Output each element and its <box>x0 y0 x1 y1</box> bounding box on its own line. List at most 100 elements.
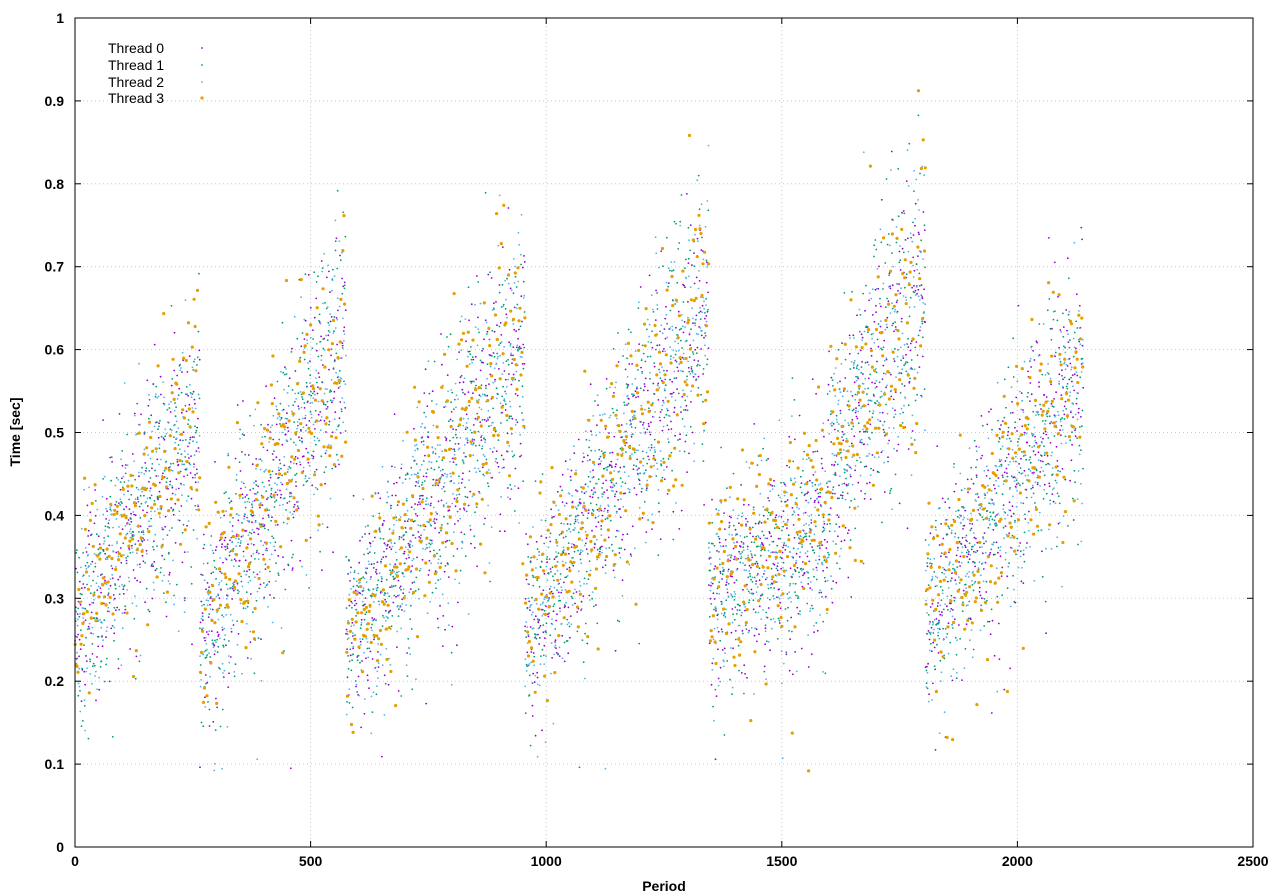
point-thread-2 <box>121 583 123 586</box>
point-thread-0 <box>759 537 762 540</box>
point-thread-1 <box>1016 537 1019 540</box>
point-thread-2 <box>129 528 132 531</box>
point-thread-1 <box>363 553 365 556</box>
point-thread-1 <box>483 523 485 525</box>
point-thread-0 <box>604 507 606 510</box>
point-thread-0 <box>451 625 454 628</box>
point-thread-1 <box>401 571 404 574</box>
point-thread-1 <box>471 356 474 359</box>
point-thread-1 <box>152 546 154 548</box>
point-thread-1 <box>890 487 893 490</box>
point-thread-0 <box>189 472 192 474</box>
point-thread-1 <box>642 457 645 460</box>
point-thread-0 <box>717 630 720 633</box>
point-thread-1 <box>1010 475 1013 478</box>
point-thread-0 <box>1033 359 1036 361</box>
point-thread-1 <box>244 506 247 509</box>
point-thread-1 <box>589 502 592 505</box>
point-thread-1 <box>168 407 171 409</box>
point-thread-1 <box>438 466 440 469</box>
point-thread-1 <box>484 438 487 441</box>
point-thread-1 <box>900 359 902 362</box>
point-thread-2 <box>283 456 286 458</box>
point-thread-1 <box>273 506 276 508</box>
point-thread-1 <box>937 622 940 625</box>
point-thread-0 <box>548 597 550 599</box>
point-thread-0 <box>1000 575 1003 577</box>
point-thread-1 <box>749 572 751 575</box>
point-thread-1 <box>719 563 721 566</box>
point-thread-0 <box>222 676 225 678</box>
point-thread-1 <box>1042 420 1044 422</box>
point-thread-1 <box>1009 412 1012 414</box>
point-thread-0 <box>432 478 435 481</box>
point-thread-1 <box>776 544 779 547</box>
point-thread-0 <box>871 314 874 316</box>
point-thread-1 <box>986 620 989 623</box>
point-thread-2 <box>178 448 181 451</box>
point-thread-1 <box>878 471 880 474</box>
point-thread-0 <box>395 481 398 484</box>
point-thread-1 <box>802 469 804 472</box>
point-thread-1 <box>93 617 95 620</box>
point-thread-1 <box>818 544 821 547</box>
point-thread-1 <box>244 453 247 456</box>
point-thread-0 <box>787 519 789 521</box>
point-thread-1 <box>623 401 625 404</box>
point-thread-1 <box>976 458 978 461</box>
point-thread-1 <box>354 634 356 637</box>
point-thread-0 <box>182 431 185 434</box>
point-thread-0 <box>638 467 640 470</box>
point-thread-0 <box>946 580 949 583</box>
point-thread-0 <box>195 450 198 452</box>
point-thread-1 <box>142 531 145 533</box>
point-thread-0 <box>459 508 461 510</box>
point-thread-1 <box>332 368 335 370</box>
point-thread-0 <box>134 514 137 517</box>
point-thread-0 <box>166 498 169 501</box>
point-thread-2 <box>246 519 249 522</box>
point-thread-2 <box>153 425 156 428</box>
point-thread-1 <box>927 557 929 560</box>
point-thread-1 <box>338 424 340 426</box>
point-thread-1 <box>380 558 383 561</box>
point-thread-1 <box>99 551 102 554</box>
point-thread-1 <box>806 602 809 605</box>
point-thread-0 <box>466 496 469 499</box>
point-thread-1 <box>348 660 351 663</box>
point-thread-0 <box>975 537 977 540</box>
point-thread-1 <box>331 467 334 470</box>
point-thread-1 <box>223 638 226 641</box>
point-thread-1 <box>974 551 977 554</box>
point-thread-0 <box>917 231 920 234</box>
point-thread-0 <box>740 541 743 543</box>
point-thread-1 <box>853 362 855 364</box>
point-thread-2 <box>257 558 260 560</box>
point-thread-0 <box>148 610 151 613</box>
point-thread-0 <box>675 377 678 379</box>
point-thread-1 <box>858 330 861 333</box>
point-thread-1 <box>820 462 823 465</box>
point-thread-1 <box>443 515 445 518</box>
point-thread-1 <box>1005 406 1007 409</box>
point-thread-0 <box>271 453 274 455</box>
point-thread-0 <box>292 516 295 519</box>
point-thread-2 <box>147 454 150 456</box>
point-thread-1 <box>539 565 542 568</box>
point-thread-1 <box>406 675 409 677</box>
point-thread-0 <box>437 484 440 487</box>
point-thread-1 <box>814 525 817 528</box>
point-thread-1 <box>536 618 539 620</box>
point-thread-2 <box>137 488 140 491</box>
point-thread-1 <box>902 411 904 414</box>
point-thread-1 <box>633 411 636 413</box>
point-thread-0 <box>247 454 250 456</box>
point-thread-1 <box>913 439 916 441</box>
point-thread-0 <box>941 497 944 500</box>
point-thread-1 <box>177 394 180 396</box>
point-thread-1 <box>143 431 146 434</box>
point-thread-0 <box>750 588 753 591</box>
point-thread-0 <box>885 386 887 389</box>
point-thread-1 <box>447 345 450 348</box>
point-thread-0 <box>1019 542 1022 544</box>
